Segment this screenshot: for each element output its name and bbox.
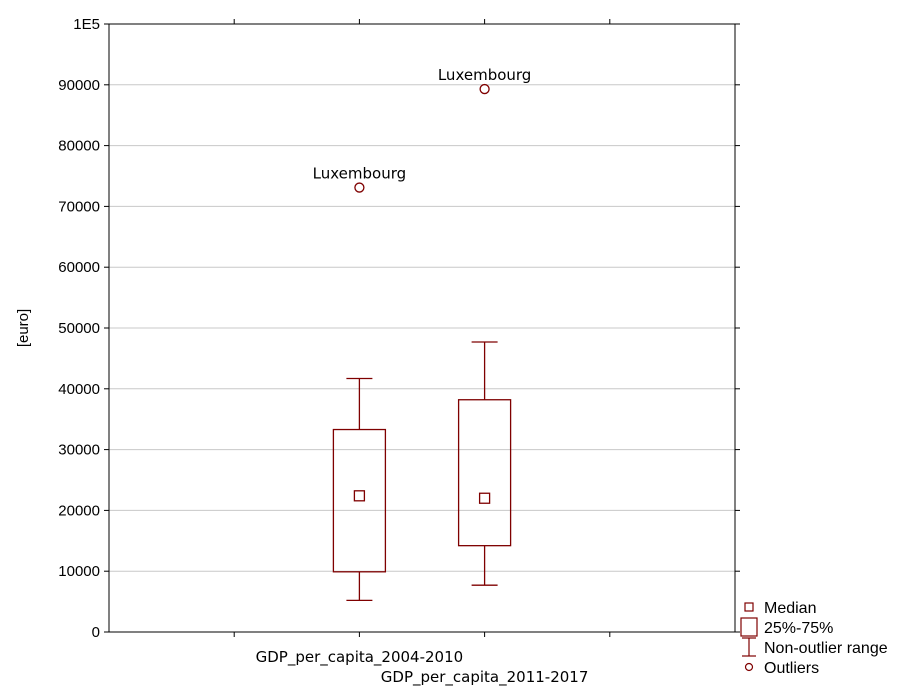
box-iqr bbox=[332, 428, 387, 573]
legend-median-icon bbox=[744, 602, 754, 612]
box-group: Luxembourg bbox=[438, 66, 532, 586]
y-tick-label: 80000 bbox=[58, 138, 100, 155]
y-tick-label: 50000 bbox=[58, 320, 100, 337]
box-group: Luxembourg bbox=[313, 165, 407, 602]
y-axis-label: [euro] bbox=[15, 309, 32, 347]
y-tick-label: 60000 bbox=[58, 259, 100, 276]
legend-item: Outliers bbox=[744, 660, 819, 677]
y-tick-label: 1E5 bbox=[73, 16, 100, 33]
y-axis: 0 10000 20000 30000 40000 50000 60000 70000 8000… bbox=[58, 16, 740, 641]
outlier-label: Luxembourg bbox=[313, 165, 407, 183]
x-axis: GDP_per_capita_2004-2010GDP_per_capita_2… bbox=[233, 19, 611, 687]
legend: Median 25%-75% Non-outlier range Outliers bbox=[740, 600, 888, 677]
outlier-point bbox=[479, 83, 490, 95]
legend-item: Median bbox=[744, 600, 816, 617]
legend-outlier-icon bbox=[744, 662, 754, 672]
legend-box-icon bbox=[740, 617, 758, 637]
median-marker bbox=[353, 490, 366, 502]
box-iqr bbox=[457, 399, 512, 547]
y-tick-label: 70000 bbox=[58, 198, 100, 215]
outlier-label: Luxembourg bbox=[438, 66, 532, 84]
legend-label: Non-outlier range bbox=[764, 640, 888, 657]
legend-label: 25%-75% bbox=[764, 620, 833, 637]
x-category-label: GDP_per_capita_2004-2010 bbox=[256, 648, 464, 667]
outlier-point bbox=[354, 182, 365, 193]
median-marker bbox=[478, 492, 491, 504]
legend-item: Non-outlier range bbox=[742, 637, 888, 657]
grid-lines bbox=[109, 84, 735, 572]
y-tick-label: 30000 bbox=[58, 442, 100, 459]
y-tick-label: 0 bbox=[92, 624, 100, 641]
boxes: Luxembourg Luxembourg bbox=[313, 66, 532, 602]
y-tick-label: 20000 bbox=[58, 502, 100, 519]
y-tick-label: 10000 bbox=[58, 563, 100, 580]
y-tick-label: 40000 bbox=[58, 381, 100, 398]
legend-label: Median bbox=[764, 600, 816, 617]
y-tick-label: 90000 bbox=[58, 77, 100, 94]
legend-label: Outliers bbox=[764, 660, 819, 677]
x-category-label: GDP_per_capita_2011-2017 bbox=[381, 668, 589, 687]
legend-item: 25%-75% bbox=[740, 617, 833, 637]
